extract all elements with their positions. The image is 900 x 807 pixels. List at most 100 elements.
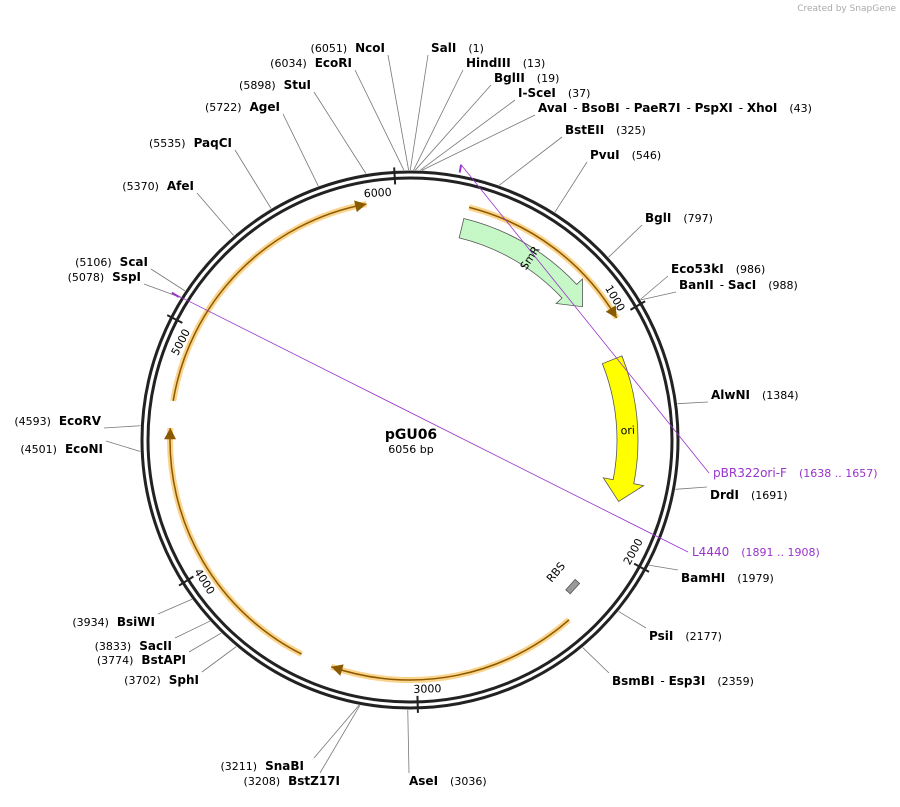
site-name: DrdI [710, 488, 739, 502]
leader-line [410, 55, 428, 170]
leader-line [355, 70, 404, 170]
site-name: SspI [112, 270, 141, 284]
site-position: (5106) [75, 256, 112, 269]
site-label: (6034)EcoRI [270, 56, 352, 70]
site-position: (5722) [205, 101, 242, 114]
leader-line [415, 85, 491, 170]
credit: Created by SnapGene [797, 4, 896, 14]
primer-name: pBR322ori-F [713, 466, 787, 480]
site-label: BsmBI- Esp3I(2359) [612, 674, 754, 688]
site-position: (3934) [72, 616, 109, 629]
site-name: BstEII [565, 123, 604, 137]
site-name: PvuI [590, 148, 620, 162]
site-label: (4593) EcoRV [14, 414, 101, 428]
site-name: PaqCI [194, 136, 232, 150]
site-position: (4593) [14, 415, 51, 428]
site-name: AlwNI [711, 388, 750, 402]
site-label: I-SceI (37) [518, 86, 590, 100]
site-position: (6034) [270, 57, 307, 70]
site-name: AseI [409, 774, 438, 788]
site-label: SalI (1) [431, 41, 484, 55]
site-name: Eco53kI [671, 262, 724, 276]
leader-line [414, 70, 463, 170]
primer-name: L4440 [692, 545, 729, 559]
site-name: EcoRV [59, 414, 102, 428]
site-name: PaeR7I [634, 101, 681, 115]
site-label: DrdI(1691) [710, 488, 788, 502]
site-name: AgeI [250, 100, 280, 114]
orf-glow [170, 428, 302, 654]
leader-line [408, 710, 409, 773]
site-name: SphI [169, 673, 199, 687]
rbs-mark [566, 579, 580, 593]
site-position: (5535) [149, 137, 186, 150]
rbs-label: RBS [544, 560, 568, 585]
site-label: HindIII(13) [466, 56, 545, 70]
site: DrdI(1691) [675, 487, 787, 502]
leader-line [583, 648, 609, 673]
leader-line [640, 276, 668, 299]
site-label: (3208)BstZ17I [244, 774, 340, 788]
site-name: EcoNI [65, 442, 103, 456]
primer-leader [172, 293, 688, 552]
site-name: BanII [679, 278, 714, 292]
leader-line [104, 426, 140, 428]
site-label: Eco53kI(986) [671, 262, 765, 276]
site-label: (5370)AfeI [122, 179, 194, 193]
site-name: PsiI [649, 629, 673, 643]
site: HindIII(13) [414, 56, 546, 170]
site-label: AvaI- BsoBI- PaeR7I- PspXI- XhoI(43) [538, 101, 812, 115]
site-position: (325) [616, 124, 646, 137]
site-name: SacI [728, 278, 756, 292]
site-position: (988) [768, 279, 798, 292]
site: (4501) EcoNI [20, 441, 140, 456]
site-position: (1384) [762, 389, 799, 402]
site: (3934)BsiWI [72, 599, 192, 629]
separator: - [660, 674, 668, 688]
site-position: (37) [568, 87, 591, 100]
site-name: PspXI [695, 101, 733, 115]
tick-mark [394, 167, 395, 184]
site-label: (5898)StuI [239, 78, 311, 92]
site-name: XhoI [747, 101, 778, 115]
primer-leader [461, 165, 709, 473]
site-position: (43) [789, 102, 812, 115]
site: (3211)SnaBI [221, 705, 360, 773]
site: AlwNI (1384) [678, 388, 799, 404]
site-name: SnaBI [265, 759, 304, 773]
site-name: AvaI [538, 101, 567, 115]
site-position: (4501) [20, 443, 57, 456]
site-name: BamHI [681, 571, 725, 585]
leader-line [320, 705, 360, 773]
site: PsiI (2177) [619, 611, 722, 643]
site-name: BglII [494, 71, 525, 85]
site-position: (2359) [717, 675, 754, 688]
site: BstEII (325) [499, 123, 645, 185]
leader-line [422, 115, 535, 170]
site-position: (3208) [244, 775, 281, 788]
ori-label: ori [620, 424, 635, 438]
site-position: (2177) [685, 630, 722, 643]
leader-line [675, 487, 707, 489]
site-label: BanII- SacI(988) [679, 278, 798, 292]
site-name: StuI [284, 78, 311, 92]
site-position: (3774) [97, 654, 134, 667]
site-name: BstAPI [141, 653, 186, 667]
site-label: (3702)SphI [124, 673, 199, 687]
leader-line [158, 599, 192, 614]
site-name: I-SceI [518, 86, 556, 100]
site-position: (1) [468, 42, 484, 55]
site-label: BstEII (325) [565, 123, 646, 137]
site-position: (19) [537, 72, 560, 85]
site-position: (546) [632, 149, 662, 162]
site-name: BsoBI [581, 101, 619, 115]
site-position: (5370) [122, 180, 159, 193]
site: BamHI(1979) [649, 565, 774, 585]
site-label: (3934)BsiWI [72, 615, 155, 629]
site-name: HindIII [466, 56, 511, 70]
leader-line [388, 55, 409, 170]
site-label: (5106)ScaI [75, 255, 148, 269]
site-name: SalI [431, 41, 456, 55]
site-label: BglII (19) [494, 71, 559, 85]
